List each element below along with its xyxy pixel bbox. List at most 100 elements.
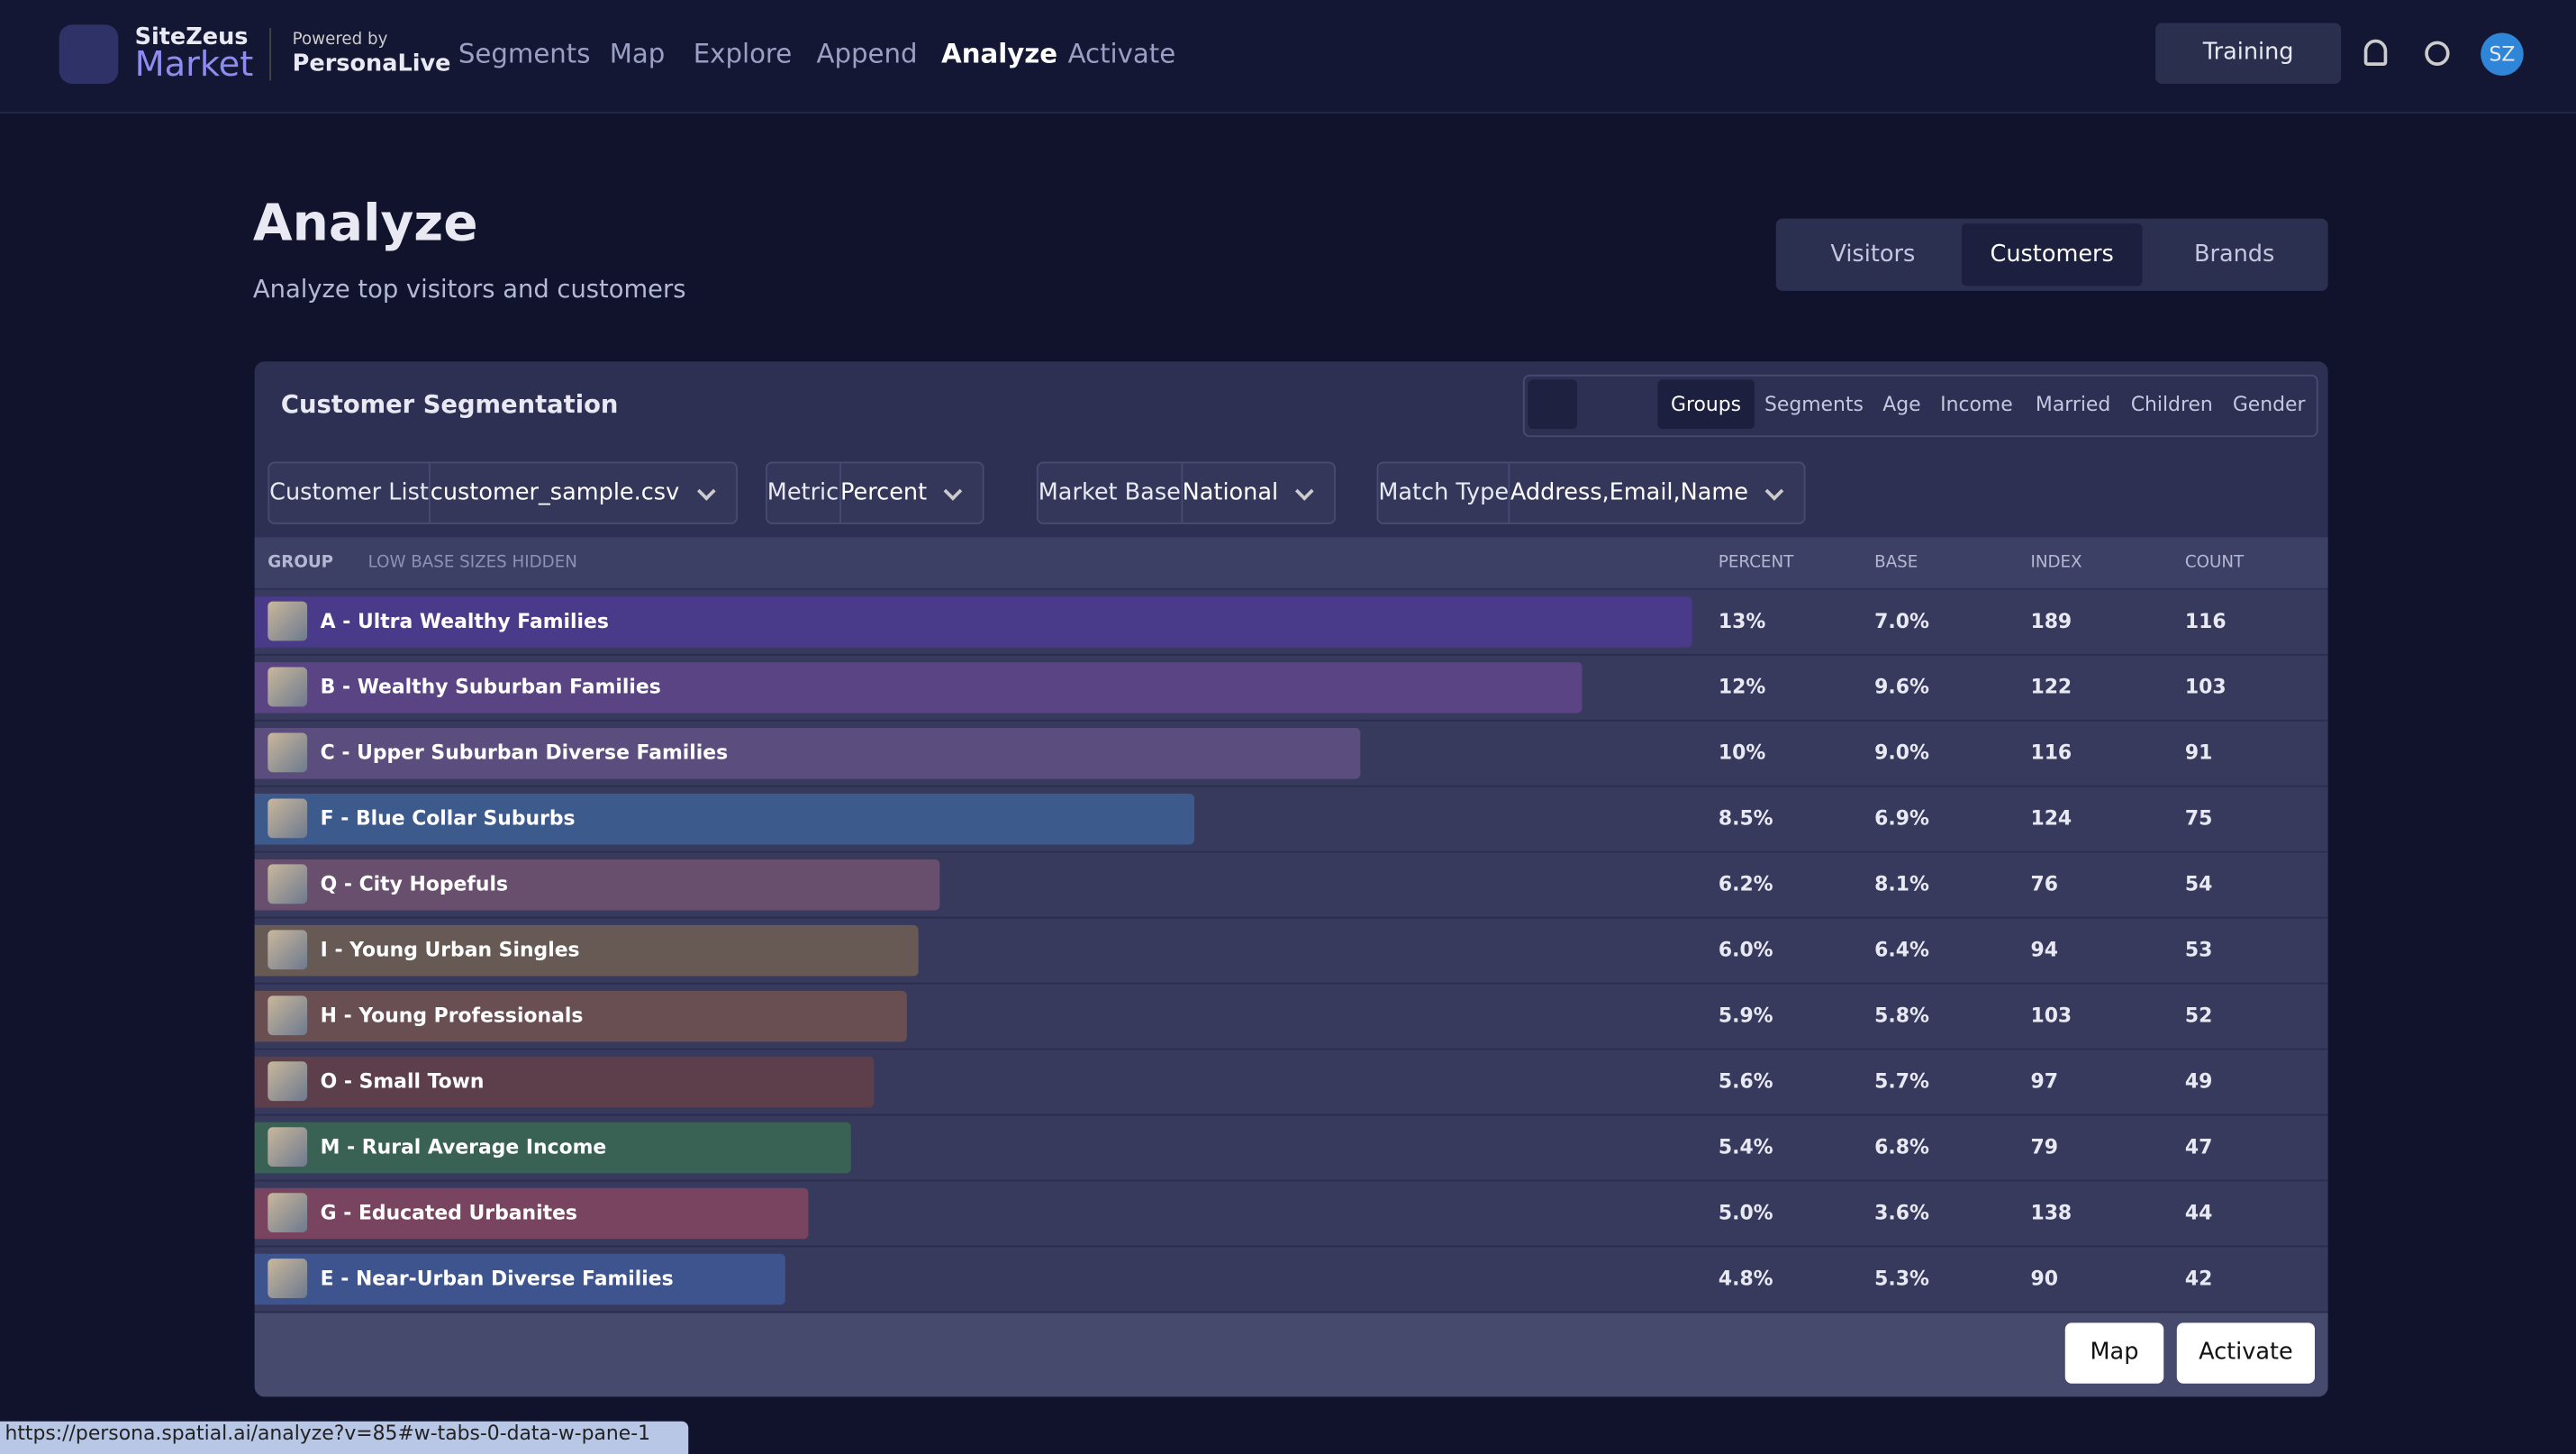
table-row[interactable]: H - Young Professionals 5.9% 5.8% 103 52 — [254, 984, 2328, 1050]
filter[interactable]: Market Base National — [1036, 461, 1336, 524]
filter-value[interactable]: National — [1180, 463, 1334, 523]
nav-link[interactable]: Append — [816, 37, 918, 69]
table-row[interactable]: O - Small Town 5.6% 5.7% 97 49 — [254, 1050, 2328, 1116]
group-label: B - Wealthy Suburban Families — [320, 675, 661, 699]
settings-icon[interactable] — [2425, 41, 2450, 66]
table-row[interactable]: G - Educated Urbanites 5.0% 3.6% 138 44 — [254, 1181, 2328, 1248]
filter-label: Customer List — [269, 479, 429, 506]
cell-percent: 6.0% — [1718, 938, 1773, 962]
cell-percent: 5.6% — [1718, 1069, 1773, 1093]
filter[interactable]: Match Type Address,Email,Name — [1376, 461, 1806, 524]
cell-count: 116 — [2184, 609, 2227, 633]
table-row[interactable]: M - Rural Average Income 5.4% 6.8% 79 47 — [254, 1115, 2328, 1182]
group-label: Q - City Hopefuls — [320, 872, 509, 896]
table-row[interactable]: F - Blue Collar Suburbs 8.5% 6.9% 124 75 — [254, 786, 2328, 853]
group-label: H - Young Professionals — [320, 1004, 584, 1027]
tab[interactable]: Customers — [1961, 223, 2143, 286]
view-tab[interactable]: Gender — [2232, 392, 2306, 416]
thumbnail — [268, 667, 308, 707]
filter[interactable]: Metric Percent — [765, 461, 984, 524]
view-bar — [1522, 374, 2318, 438]
cell-index: 124 — [2030, 806, 2073, 831]
cell-index: 138 — [2030, 1201, 2073, 1224]
table-row[interactable]: Q - City Hopefuls 6.2% 8.1% 76 54 — [254, 852, 2328, 919]
cell-count: 47 — [2184, 1135, 2213, 1159]
nav-link[interactable]: Activate — [1067, 37, 1176, 69]
cell-count: 91 — [2184, 741, 2213, 765]
table-row[interactable]: B - Wealthy Suburban Families 12% 9.6% 122 1… — [254, 655, 2328, 722]
filter-value[interactable]: customer_sample.csv — [428, 463, 735, 523]
cell-count: 54 — [2184, 872, 2213, 896]
bar — [254, 662, 1582, 713]
table-row[interactable]: E - Near-Urban Diverse Families 4.8% 5.3% 9… — [254, 1247, 2328, 1313]
cell-base: 6.4% — [1874, 938, 1929, 962]
card-title: Customer Segmentation — [280, 389, 619, 420]
thumbnail — [268, 1061, 308, 1102]
filter-label: Market Base — [1038, 479, 1181, 506]
table-header — [254, 537, 2328, 588]
status-url: https://persona.spatial.ai/analyze?v=85#… — [0, 1421, 689, 1454]
view-tab[interactable]: Income — [1940, 392, 2013, 416]
col-count: COUNT — [2184, 553, 2245, 572]
group-label: M - Rural Average Income — [320, 1135, 607, 1159]
col-hidden: LOW BASE SIZES HIDDEN — [367, 553, 577, 572]
product: Market — [134, 44, 254, 85]
cell-base: 5.8% — [1874, 1004, 1929, 1027]
nav-link[interactable]: Segments — [458, 37, 591, 69]
cell-index: 116 — [2030, 741, 2073, 765]
table-row[interactable]: A - Ultra Wealthy Families 13% 7.0% 189 116 — [254, 589, 2328, 656]
view-tab[interactable]: Age — [1882, 392, 1921, 416]
view-tab[interactable]: Married — [2035, 392, 2111, 416]
tab[interactable]: Brands — [2193, 241, 2275, 268]
bell-icon[interactable] — [2363, 39, 2388, 66]
cell-index: 76 — [2030, 872, 2058, 896]
bar — [254, 1253, 785, 1305]
cell-count: 42 — [2184, 1267, 2213, 1290]
cell-percent: 4.8% — [1718, 1267, 1773, 1290]
bar — [254, 1056, 875, 1108]
cell-count: 49 — [2184, 1069, 2213, 1093]
thumbnail — [268, 864, 308, 904]
filter-value[interactable]: Percent — [839, 463, 983, 523]
tab[interactable]: Visitors — [1830, 241, 1916, 268]
filter[interactable]: Customer List customer_sample.csv — [268, 461, 738, 524]
cell-percent: 12% — [1718, 675, 1766, 699]
view-tab[interactable]: Segments — [1764, 392, 1864, 416]
cell-index: 79 — [2030, 1135, 2058, 1159]
cell-percent: 6.2% — [1718, 872, 1773, 896]
bar — [254, 596, 1692, 648]
cell-percent: 5.0% — [1718, 1201, 1773, 1224]
bar — [254, 859, 940, 911]
cell-base: 9.6% — [1874, 675, 1929, 699]
bar-view-button[interactable] — [1528, 379, 1578, 430]
thumbnail — [268, 1193, 308, 1232]
nav-link[interactable]: Explore — [693, 37, 793, 69]
cell-percent: 5.4% — [1718, 1135, 1773, 1159]
navbar — [0, 0, 2576, 114]
training-button[interactable]: Training — [2155, 23, 2342, 85]
filter-value[interactable]: Address,Email,Name — [1509, 463, 1804, 523]
filter-label: Match Type — [1378, 479, 1510, 506]
cell-count: 53 — [2184, 938, 2213, 962]
table-row[interactable]: C - Upper Suburban Diverse Families 10% 9.… — [254, 721, 2328, 787]
powered: Powered by — [292, 31, 388, 50]
nav-link[interactable]: Analyze — [941, 37, 1058, 69]
avatar[interactable]: SZ — [2481, 32, 2524, 76]
bar — [254, 924, 919, 977]
thumbnail — [268, 798, 308, 839]
brand: SiteZeus — [134, 24, 249, 51]
logo[interactable] — [59, 24, 119, 85]
activate-button[interactable]: Activate — [2176, 1322, 2316, 1384]
cell-count: 103 — [2184, 675, 2227, 699]
view-tab[interactable]: Groups — [1657, 379, 1755, 430]
map-button[interactable]: Map — [2064, 1322, 2164, 1384]
table-row[interactable]: I - Young Urban Singles 6.0% 6.4% 94 53 — [254, 918, 2328, 985]
view-tab[interactable]: Children — [2130, 392, 2213, 416]
cell-percent: 8.5% — [1718, 806, 1773, 831]
nav-link[interactable]: Map — [609, 37, 666, 69]
cell-index: 189 — [2030, 609, 2073, 633]
thumbnail — [268, 1259, 308, 1298]
cell-index: 94 — [2030, 938, 2058, 962]
